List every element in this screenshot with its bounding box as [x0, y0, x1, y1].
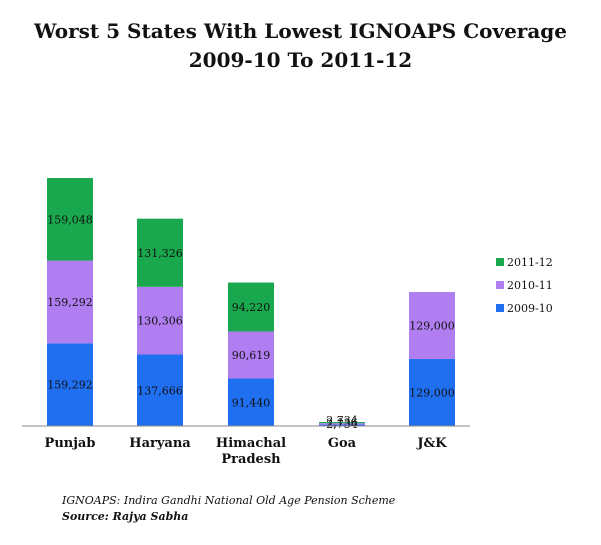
bar-goa-2009-10 [319, 424, 365, 426]
chart-subtitle: 2009-10 To 2011-12 [188, 48, 413, 72]
bar-haryana-2009-10 [137, 354, 183, 426]
legend-label-2010-11: 2010-11 [507, 279, 553, 292]
bar-goa-2010-11 [319, 423, 365, 425]
legend-swatch-2010-11 [496, 281, 504, 289]
data-label-haryana-2011-12: 131,326 [137, 247, 183, 260]
x-tick-label-himachal-pradesh-2: Pradesh [221, 452, 281, 467]
bar-haryana-2010-11 [137, 286, 183, 355]
bar-punjab-2009-10 [47, 343, 93, 426]
legend-swatch-2011-12 [496, 258, 504, 266]
bar-himachal-pradesh-2009-10 [228, 378, 274, 426]
chart-title: Worst 5 States With Lowest IGNOAPS Cover… [33, 19, 568, 43]
bar-haryana-2011-12 [137, 218, 183, 287]
bar-j-k-2010-11 [409, 292, 455, 360]
data-label-j-k-2010-11: 129,000 [409, 320, 455, 333]
data-label-punjab-2009-10: 159,292 [47, 379, 93, 392]
bar-himachal-pradesh-2010-11 [228, 331, 274, 379]
legend-label-2011-12: 2011-12 [507, 256, 553, 269]
data-label-punjab-2011-12: 159,048 [47, 213, 93, 226]
source-note: Source: Rajya Sabha [62, 510, 189, 523]
footnote: IGNOAPS: Indira Gandhi National Old Age … [62, 494, 396, 507]
data-label-himachal-pradesh-2010-11: 90,619 [232, 349, 271, 362]
x-tick-label-haryana: Haryana [129, 436, 191, 451]
x-tick-label-j-k: J&K [416, 436, 447, 451]
data-label-goa-2010-11: 2,734 [326, 418, 358, 431]
x-tick-label-himachal-pradesh-1: Himachal [216, 436, 286, 451]
data-label-himachal-pradesh-2011-12: 94,220 [232, 301, 271, 314]
data-label-j-k-2009-10: 129,000 [409, 387, 455, 400]
x-tick-label-goa: Goa [328, 436, 357, 451]
data-label-himachal-pradesh-2009-10: 91,440 [232, 396, 271, 409]
data-label-punjab-2010-11: 159,292 [47, 296, 93, 309]
bar-punjab-2010-11 [47, 260, 93, 344]
data-label-haryana-2009-10: 137,666 [137, 384, 183, 397]
data-label-goa-2011-12: 2,136 [326, 417, 358, 430]
x-tick-label-punjab: Punjab [45, 436, 96, 451]
legend-label-2009-10: 2009-10 [507, 302, 553, 315]
legend-swatch-2009-10 [496, 304, 504, 312]
bar-goa-2011-12 [319, 422, 365, 424]
bar-himachal-pradesh-2011-12 [228, 282, 274, 332]
data-label-haryana-2010-11: 130,306 [137, 315, 183, 328]
bar-j-k-2009-10 [409, 359, 455, 426]
bar-punjab-2011-12 [47, 178, 93, 261]
